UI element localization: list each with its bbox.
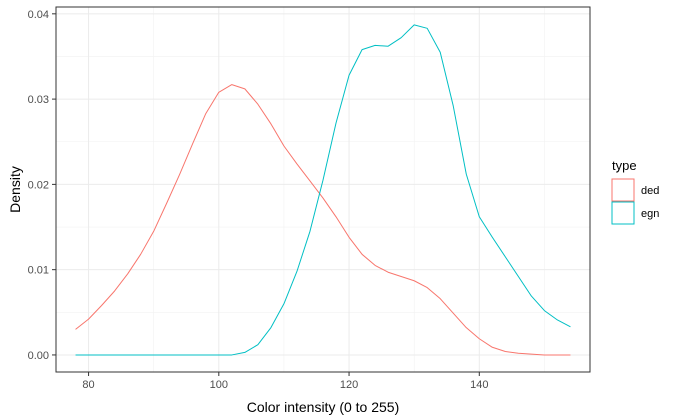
y-axis-title: Density xyxy=(7,166,23,213)
x-axis-title: Color intensity (0 to 255) xyxy=(247,399,400,415)
legend-label-egn: egn xyxy=(641,208,659,220)
legend-label-ded: ded xyxy=(641,185,659,197)
legend-key-ded xyxy=(611,178,635,202)
x-tick-label: 120 xyxy=(340,379,358,391)
minor-gridlines xyxy=(56,7,590,372)
legend-title: type xyxy=(612,158,637,173)
x-tick-label: 80 xyxy=(82,379,94,391)
legend: type ded egn xyxy=(611,158,659,225)
y-tick-label: 0.03 xyxy=(28,94,49,106)
x-tick-label: 140 xyxy=(470,379,488,391)
y-tick-label: 0.00 xyxy=(28,350,49,362)
legend-key-egn xyxy=(611,201,635,225)
plot-panel-border xyxy=(55,6,591,373)
y-tick-label: 0.01 xyxy=(28,265,49,277)
density-line-ded xyxy=(75,84,571,356)
x-axis: 80 100 120 140 xyxy=(82,372,488,391)
density-line-egn xyxy=(75,24,571,356)
series-layer xyxy=(75,24,571,356)
major-gridlines xyxy=(56,7,590,372)
y-axis: 0.00 0.01 0.02 0.03 0.04 xyxy=(28,9,56,362)
y-tick-label: 0.02 xyxy=(28,179,49,191)
x-tick-label: 100 xyxy=(210,379,228,391)
y-tick-label: 0.04 xyxy=(28,9,49,21)
